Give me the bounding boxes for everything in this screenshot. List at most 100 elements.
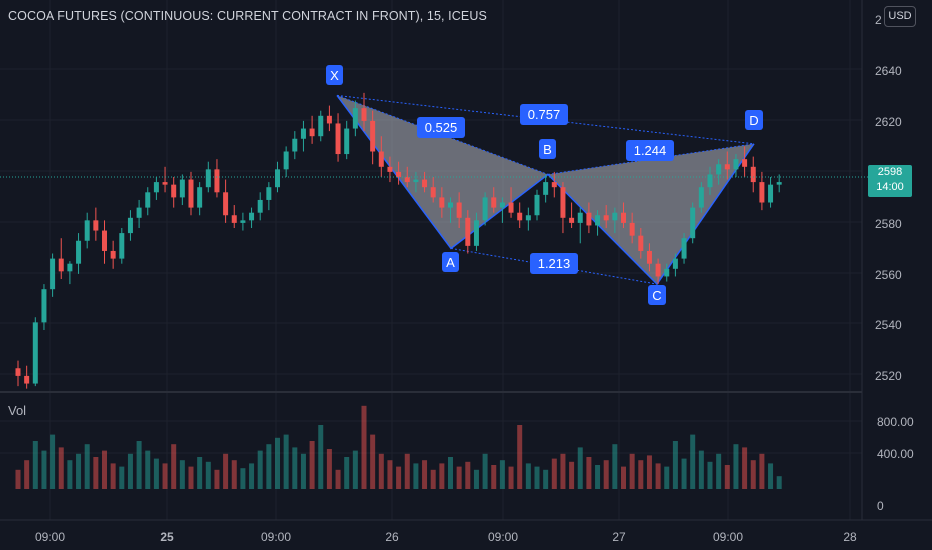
chart-title[interactable]: COCOA FUTURES (CONTINUOUS: CURRENT CONTR…: [8, 9, 487, 23]
volume-bar: [448, 457, 453, 489]
candle-body: [681, 238, 687, 259]
volume-bar: [275, 437, 280, 489]
ratio-label-xd[interactable]: 0.757: [520, 104, 568, 125]
candle-body: [621, 212, 626, 223]
time-tick: 09:00: [488, 530, 518, 544]
candle-body: [352, 108, 358, 129]
candle-body: [292, 138, 298, 152]
point-label-a[interactable]: A: [442, 252, 459, 272]
candle: [171, 177, 177, 208]
candle-body: [102, 230, 107, 251]
candle: [214, 159, 220, 198]
ratio-label-ac[interactable]: 1.213: [530, 253, 578, 274]
last-price-value: 2598: [877, 166, 903, 178]
time-tick-day: 27: [612, 530, 626, 544]
ratio-label-xb[interactable]: 0.525: [417, 117, 465, 138]
candle-body: [76, 240, 82, 264]
candle-body: [482, 197, 488, 221]
candle-body: [586, 212, 592, 226]
candle-body: [67, 263, 73, 272]
candle: [283, 146, 289, 177]
point-label-b[interactable]: B: [539, 139, 556, 159]
currency-button[interactable]: USD: [884, 6, 916, 27]
candle-body: [275, 169, 280, 188]
candle-body: [724, 164, 730, 170]
price-axis[interactable]: 2 2640 2620 2598 2580 2560 2540 2520: [875, 13, 902, 383]
candle-body: [750, 166, 756, 183]
candle: [326, 105, 332, 132]
pattern-labels[interactable]: X A B C D 0.525 0.757 1.244: [326, 65, 763, 305]
volume-bar: [214, 469, 220, 489]
candle: [41, 284, 47, 330]
point-label-x[interactable]: X: [326, 65, 343, 85]
volume-bar: [110, 463, 116, 489]
candle-body: [370, 120, 376, 152]
candle: [655, 258, 661, 285]
volume-bar: [707, 461, 713, 489]
volume-bar: [525, 463, 531, 489]
time-axis[interactable]: 09:00 25 09:00 26 09:00 27 09:00 28: [35, 530, 857, 544]
volume-tick: 800.00: [877, 415, 914, 429]
pattern-triangle-bcd: [548, 143, 754, 285]
volume-bar: [664, 466, 670, 489]
candle-body: [560, 187, 566, 218]
price-tick-partial: 2: [875, 13, 882, 27]
candle: [672, 253, 678, 277]
candle: [508, 187, 514, 218]
candle: [595, 210, 601, 236]
candle: [491, 187, 497, 213]
candle-body: [179, 179, 185, 198]
volume-axis[interactable]: 800.00 400.00 0: [877, 415, 914, 513]
candle-body: [127, 217, 133, 234]
point-label-d[interactable]: D: [745, 110, 763, 130]
candle: [50, 253, 56, 297]
candle-body: [283, 151, 289, 170]
candle-body: [465, 217, 471, 246]
volume-bar: [621, 466, 626, 489]
candle: [188, 171, 194, 216]
pattern-triangle-xab: [337, 95, 548, 249]
candle: [396, 161, 402, 185]
volume-bar: [716, 453, 722, 489]
candle: [231, 205, 237, 228]
candle: [179, 174, 185, 206]
candle-body: [231, 215, 237, 223]
candle: [543, 174, 549, 203]
volume-bar: [179, 460, 185, 489]
ratio-label-bd[interactable]: 1.244: [626, 140, 674, 161]
volume-bar: [499, 460, 505, 489]
candle-body: [543, 182, 549, 195]
candle: [344, 120, 350, 160]
candle: [257, 192, 263, 221]
candle: [707, 166, 713, 195]
volume-bar: [733, 444, 739, 489]
harmonic-pattern[interactable]: [336, 94, 755, 286]
candle: [378, 136, 384, 177]
candle-body: [716, 164, 722, 175]
candle-body: [577, 212, 583, 223]
time-tick-day: 28: [843, 530, 857, 544]
candle: [309, 115, 315, 144]
volume-bar: [569, 461, 575, 489]
volume-bar: [127, 453, 133, 489]
candle: [638, 228, 644, 259]
volume-bars: [15, 405, 782, 489]
candle-body: [153, 182, 159, 193]
candle-body: [499, 202, 505, 208]
volume-pane-label[interactable]: Vol: [8, 403, 27, 418]
volume-bar: [491, 465, 497, 489]
candle-body: [439, 197, 445, 208]
candle: [465, 210, 471, 254]
volume-bar: [577, 447, 583, 489]
volume-bar: [32, 441, 38, 489]
candle: [621, 202, 626, 228]
point-label-c[interactable]: C: [648, 285, 666, 305]
candle-body: [24, 375, 30, 384]
candle: [439, 187, 445, 218]
point-label-x-text: X: [330, 68, 339, 83]
point-label-a-text: A: [446, 255, 455, 270]
volume-bar: [318, 425, 324, 489]
candle: [456, 192, 462, 228]
volume-bar: [422, 460, 428, 489]
